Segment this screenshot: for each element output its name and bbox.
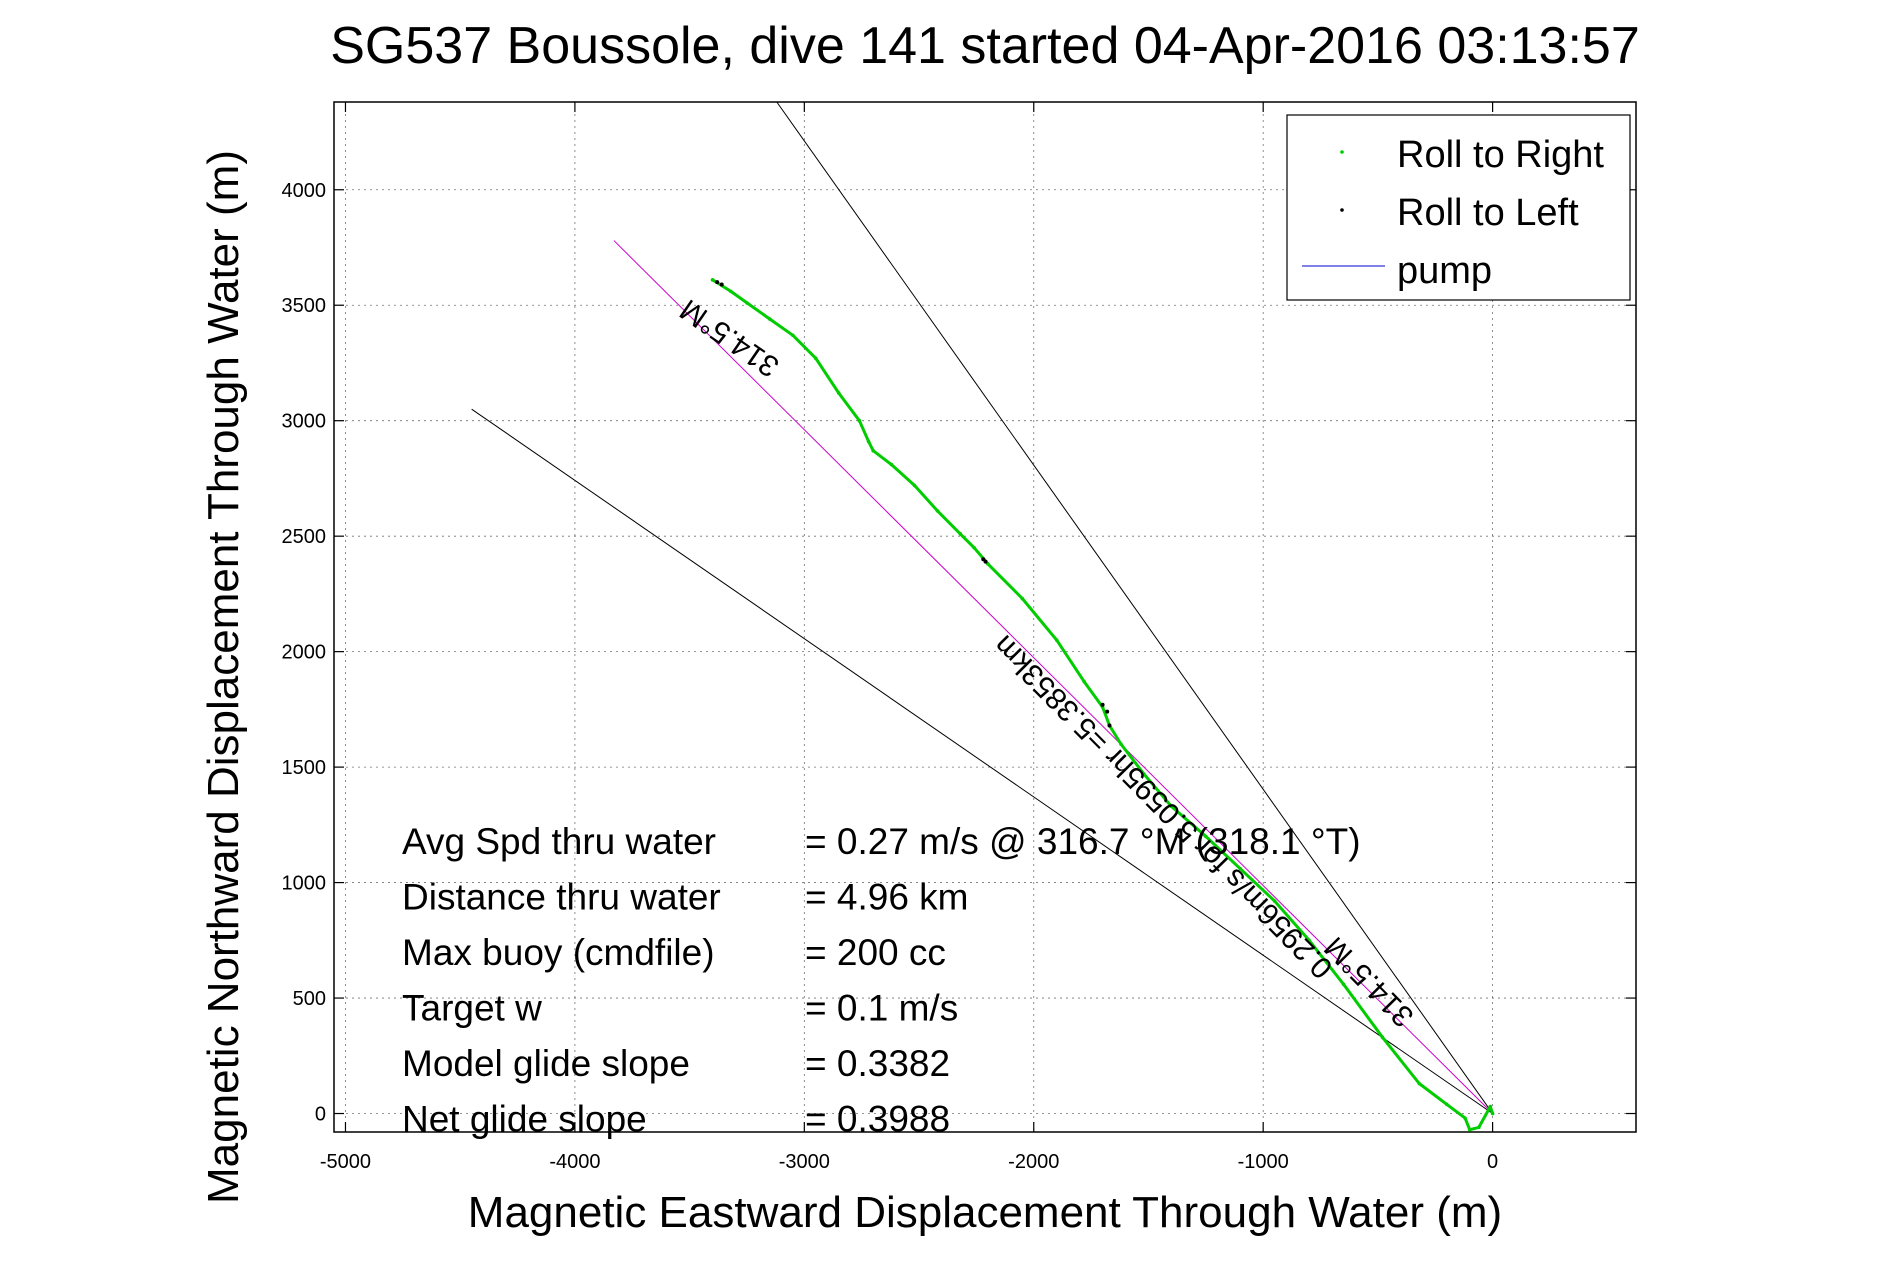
heading-bound-lower	[471, 408, 1493, 1114]
legend-label-pump: pump	[1397, 250, 1492, 292]
series-roll-right-point	[1490, 1111, 1495, 1116]
grid-lines	[334, 102, 1636, 1132]
series-roll-right-point	[1488, 1104, 1493, 1109]
x-axis-label: Magnetic Eastward Displacement Through W…	[468, 1188, 1502, 1237]
series-roll-right-point	[745, 301, 749, 305]
series-roll-right-point	[1307, 938, 1311, 943]
series-roll-right-point	[729, 289, 733, 294]
series-roll-left-point	[1100, 702, 1105, 707]
legend-marker-roll-right	[1340, 150, 1344, 154]
heading-bound-upper	[776, 101, 1494, 1114]
series-roll-right-point	[1238, 866, 1243, 871]
series-roll-right-point	[1020, 596, 1025, 601]
series-roll-left-point	[1105, 709, 1110, 714]
series-roll-right-point	[1463, 1116, 1467, 1120]
series-roll-right-point	[866, 439, 871, 444]
chart-title: SG537 Boussole, dive 141 started 04-Apr-…	[330, 17, 1640, 75]
y-tick-label: 3000	[282, 411, 327, 433]
series-roll-right-point	[1142, 772, 1146, 776]
y-tick-label: 1000	[282, 873, 327, 895]
legend-marker-roll-left	[1340, 208, 1344, 212]
stat-value: = 0.1 m/s	[805, 988, 958, 1029]
series-roll-right-point	[1341, 982, 1346, 986]
series-roll-right-point	[1054, 638, 1059, 642]
reference-lines	[471, 101, 1494, 1114]
series-roll-right-point	[1082, 679, 1087, 684]
series-roll-right-point	[836, 391, 841, 395]
x-tick-label: 0	[1487, 1151, 1498, 1173]
series-roll-right-point	[857, 418, 862, 423]
series-roll-right-point	[1169, 804, 1174, 809]
series-roll-right-point	[1417, 1081, 1421, 1086]
series-roll-left-point	[719, 282, 724, 287]
stat-label: Max buoy (cmdfile)	[402, 932, 715, 973]
series-roll-right-point	[958, 532, 963, 536]
dive-stats: Avg Spd thru water = 0.27 m/s @ 316.7 °M …	[402, 821, 1361, 1140]
stat-label: Model glide slope	[402, 1043, 690, 1084]
series-roll-right-point	[972, 545, 976, 550]
stat-value: = 0.27 m/s @ 316.7 °M (318.1 °T)	[805, 821, 1361, 862]
series-roll-right-point	[935, 508, 940, 513]
series-roll-right-point	[1272, 899, 1277, 903]
series-roll-right-point	[889, 462, 894, 467]
x-tick-label: -5000	[320, 1151, 371, 1173]
legend: Roll to Right Roll to Left pump	[1286, 114, 1631, 301]
y-axis-label: Magnetic Northward Displacement Through …	[199, 150, 248, 1204]
y-tick-label: 2000	[282, 642, 327, 664]
series-roll-right-point	[1444, 1102, 1449, 1107]
series-roll-left-point	[981, 557, 986, 562]
legend-box	[1286, 114, 1631, 301]
stat-label: Target w	[402, 988, 542, 1029]
stat-value: = 0.3382	[805, 1043, 950, 1084]
y-tick-label: 3500	[282, 295, 327, 317]
axis-ticks: -5000 -4000 -3000 -2000 -1000 0 0 500 1000 1500 20…	[282, 102, 1636, 1173]
x-tick-label: -1000	[1238, 1151, 1289, 1173]
y-tick-label: 1500	[282, 757, 327, 779]
series-roll-right-point	[813, 356, 818, 361]
stat-value: = 0.3988	[805, 1099, 950, 1140]
series-roll-right-point	[1204, 834, 1208, 839]
stat-value: = 4.96 km	[805, 877, 969, 918]
data-series	[710, 278, 1495, 1132]
stat-label: Avg Spd thru water	[402, 821, 716, 862]
y-tick-label: 4000	[282, 180, 327, 202]
series-roll-left-point	[1107, 723, 1112, 728]
series-roll-right-point	[791, 333, 795, 338]
series-roll-right-point	[710, 278, 715, 282]
series-roll-right-point	[1467, 1127, 1472, 1132]
y-tick-label: 0	[315, 1104, 326, 1126]
series-roll-right-point	[768, 317, 772, 321]
series-roll-right-point	[912, 483, 917, 488]
series-roll-left-point	[715, 280, 720, 285]
x-tick-label: -3000	[779, 1151, 830, 1173]
y-tick-label: 500	[293, 988, 326, 1010]
y-tick-label: 2500	[282, 526, 327, 548]
heading-line	[613, 240, 1493, 1114]
legend-label-roll-left: Roll to Left	[1397, 192, 1579, 234]
x-tick-label: -2000	[1008, 1151, 1059, 1173]
stat-label: Distance thru water	[402, 877, 721, 918]
series-roll-right-point	[1119, 742, 1123, 746]
legend-label-roll-right: Roll to Right	[1397, 134, 1604, 176]
stat-value: = 200 cc	[805, 932, 946, 973]
stat-label: Net glide slope	[402, 1099, 647, 1140]
series-roll-right-point	[1380, 1035, 1385, 1040]
series-roll-right-point	[1477, 1125, 1481, 1130]
series-roll-right-point	[871, 448, 875, 453]
x-tick-label: -4000	[549, 1151, 600, 1173]
